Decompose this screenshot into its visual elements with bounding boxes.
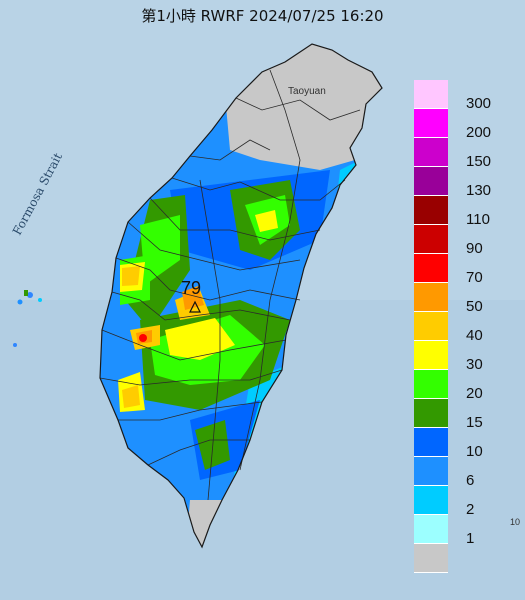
rain-area-yellow (165, 318, 235, 360)
legend-swatch (414, 225, 448, 254)
corner-label: 10 (510, 517, 521, 527)
legend-swatch (414, 457, 448, 486)
legend-swatch (414, 544, 448, 573)
legend-label: 110 (466, 211, 490, 228)
legend-label: 2 (466, 501, 475, 518)
legend-label: 20 (466, 385, 483, 402)
island (17, 299, 23, 305)
legend-swatch (414, 167, 448, 196)
legend-swatch (414, 428, 448, 457)
legend-label: 1 (466, 530, 475, 547)
rain-area-gold (122, 385, 140, 408)
legend-label: 50 (466, 298, 483, 315)
island (27, 292, 33, 298)
rain-area-red (139, 334, 147, 342)
legend-label: 6 (466, 472, 475, 489)
rain-area-gold (122, 266, 140, 286)
max-value-label: 79 (181, 278, 202, 298)
county-boundaries (99, 69, 361, 501)
legend-swatch (414, 138, 448, 167)
color-legend (414, 80, 448, 573)
rain-area-none (220, 44, 382, 170)
legend-swatch (414, 515, 448, 544)
legend-label: 90 (466, 240, 483, 257)
legend-swatch (414, 80, 448, 109)
island (24, 290, 28, 296)
legend-swatch (414, 312, 448, 341)
legend-label: 70 (466, 269, 483, 286)
legend-swatch (414, 341, 448, 370)
map-title: 第1小時 RWRF 2024/07/25 16:20 (141, 7, 384, 25)
city-label: Taoyuan (288, 86, 326, 97)
max-rain-marker (189, 300, 201, 313)
island (38, 298, 42, 302)
legend-swatch (414, 254, 448, 283)
legend-swatch (414, 196, 448, 225)
legend-label: 300 (466, 95, 492, 112)
taiwan-outline (99, 43, 383, 549)
island (13, 343, 17, 347)
legend-label: 30 (466, 356, 483, 373)
legend-swatch (414, 283, 448, 312)
legend-label: 150 (466, 153, 492, 170)
legend-swatch (414, 486, 448, 515)
rain-area-orange (182, 286, 204, 310)
legend-label: 200 (466, 124, 492, 141)
legend-label: 130 (466, 182, 492, 199)
legend-swatch (414, 109, 448, 138)
legend-label: 10 (466, 443, 483, 460)
legend-swatch (414, 399, 448, 428)
legend-label: 40 (466, 327, 483, 344)
legend-label: 15 (466, 414, 483, 431)
legend-swatch (414, 370, 448, 399)
rain-area-yellow (255, 210, 278, 232)
